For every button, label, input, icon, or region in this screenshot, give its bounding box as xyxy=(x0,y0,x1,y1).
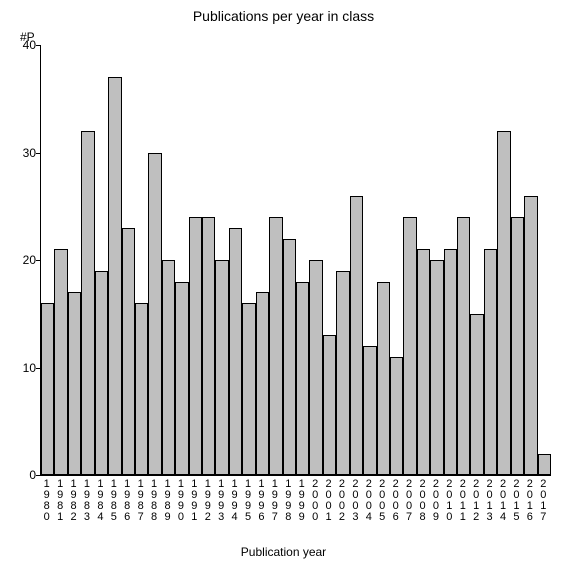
x-tick-label: 2 0 1 3 xyxy=(485,479,495,523)
bar xyxy=(41,303,54,475)
x-tick-label: 1 9 8 7 xyxy=(136,479,146,523)
y-tick-mark xyxy=(36,475,40,476)
bar xyxy=(229,228,242,475)
x-tick-label: 2 0 0 9 xyxy=(431,479,441,523)
bar xyxy=(242,303,255,475)
bar xyxy=(336,271,349,475)
x-tick-label: 2 0 1 6 xyxy=(525,479,535,523)
x-tick-label: 2 0 0 5 xyxy=(377,479,387,523)
plot-area xyxy=(40,45,551,476)
x-tick-label: 2 0 1 7 xyxy=(538,479,548,523)
x-tick-label: 1 9 9 1 xyxy=(189,479,199,523)
x-tick-label: 1 9 9 8 xyxy=(283,479,293,523)
bar xyxy=(484,249,497,475)
bar xyxy=(202,217,215,475)
bar xyxy=(68,292,81,475)
bar xyxy=(215,260,228,475)
bar xyxy=(430,260,443,475)
x-tick-label: 1 9 9 5 xyxy=(243,479,253,523)
y-tick-mark xyxy=(36,153,40,154)
bar xyxy=(538,454,551,476)
bar xyxy=(269,217,282,475)
x-tick-label: 1 9 9 7 xyxy=(270,479,280,523)
bar xyxy=(95,271,108,475)
x-axis-title: Publication year xyxy=(0,545,567,559)
bar xyxy=(296,282,309,476)
x-tick-label: 1 9 8 2 xyxy=(69,479,79,523)
x-tick-label: 2 0 0 2 xyxy=(337,479,347,523)
bar xyxy=(108,77,121,475)
bar xyxy=(350,196,363,476)
bar xyxy=(323,335,336,475)
x-tick-label: 1 9 9 3 xyxy=(216,479,226,523)
y-tick-mark xyxy=(36,368,40,369)
x-tick-label: 1 9 9 4 xyxy=(230,479,240,523)
y-tick-mark xyxy=(36,260,40,261)
bar xyxy=(524,196,537,476)
x-tick-label: 1 9 8 9 xyxy=(163,479,173,523)
bar xyxy=(148,153,161,476)
x-tick-label: 1 9 8 4 xyxy=(95,479,105,523)
bar xyxy=(135,303,148,475)
bar xyxy=(497,131,510,475)
x-tick-label: 2 0 0 8 xyxy=(418,479,428,523)
x-tick-label: 2 0 0 3 xyxy=(350,479,360,523)
x-tick-label: 2 0 1 5 xyxy=(511,479,521,523)
bar xyxy=(175,282,188,476)
x-tick-label: 2 0 0 4 xyxy=(364,479,374,523)
x-tick-label: 1 9 8 1 xyxy=(55,479,65,523)
x-tick-label: 1 9 8 3 xyxy=(82,479,92,523)
x-tick-label: 1 9 8 6 xyxy=(122,479,132,523)
x-tick-label: 2 0 1 4 xyxy=(498,479,508,523)
bar xyxy=(444,249,457,475)
chart-title: Publications per year in class xyxy=(0,8,567,24)
y-tick-label: 10 xyxy=(10,362,36,374)
x-tick-label: 2 0 1 1 xyxy=(458,479,468,523)
x-tick-label: 2 0 1 2 xyxy=(471,479,481,523)
chart-container: Publications per year in class #P Public… xyxy=(0,0,567,567)
x-tick-label: 2 0 0 6 xyxy=(391,479,401,523)
bar xyxy=(470,314,483,475)
bar xyxy=(403,217,416,475)
x-tick-label: 1 9 9 6 xyxy=(256,479,266,523)
x-tick-label: 2 0 1 0 xyxy=(444,479,454,523)
y-tick-label: 30 xyxy=(10,147,36,159)
y-tick-label: 20 xyxy=(10,254,36,266)
bar xyxy=(256,292,269,475)
x-tick-label: 1 9 9 2 xyxy=(203,479,213,523)
bar xyxy=(54,249,67,475)
bar xyxy=(511,217,524,475)
x-tick-label: 1 9 9 9 xyxy=(297,479,307,523)
bar xyxy=(122,228,135,475)
x-tick-label: 2 0 0 7 xyxy=(404,479,414,523)
y-tick-label: 0 xyxy=(10,469,36,481)
bar xyxy=(81,131,94,475)
bar xyxy=(377,282,390,476)
x-tick-label: 1 9 8 5 xyxy=(109,479,119,523)
bar xyxy=(283,239,296,476)
y-tick-label: 40 xyxy=(10,39,36,51)
bar xyxy=(390,357,403,475)
bar xyxy=(309,260,322,475)
bar xyxy=(457,217,470,475)
x-tick-label: 1 9 9 0 xyxy=(176,479,186,523)
bar xyxy=(189,217,202,475)
x-tick-label: 1 9 8 8 xyxy=(149,479,159,523)
x-tick-label: 1 9 8 0 xyxy=(42,479,52,523)
x-tick-label: 2 0 0 1 xyxy=(324,479,334,523)
bar xyxy=(162,260,175,475)
x-tick-label: 2 0 0 0 xyxy=(310,479,320,523)
bar xyxy=(417,249,430,475)
bar xyxy=(363,346,376,475)
y-tick-mark xyxy=(36,45,40,46)
